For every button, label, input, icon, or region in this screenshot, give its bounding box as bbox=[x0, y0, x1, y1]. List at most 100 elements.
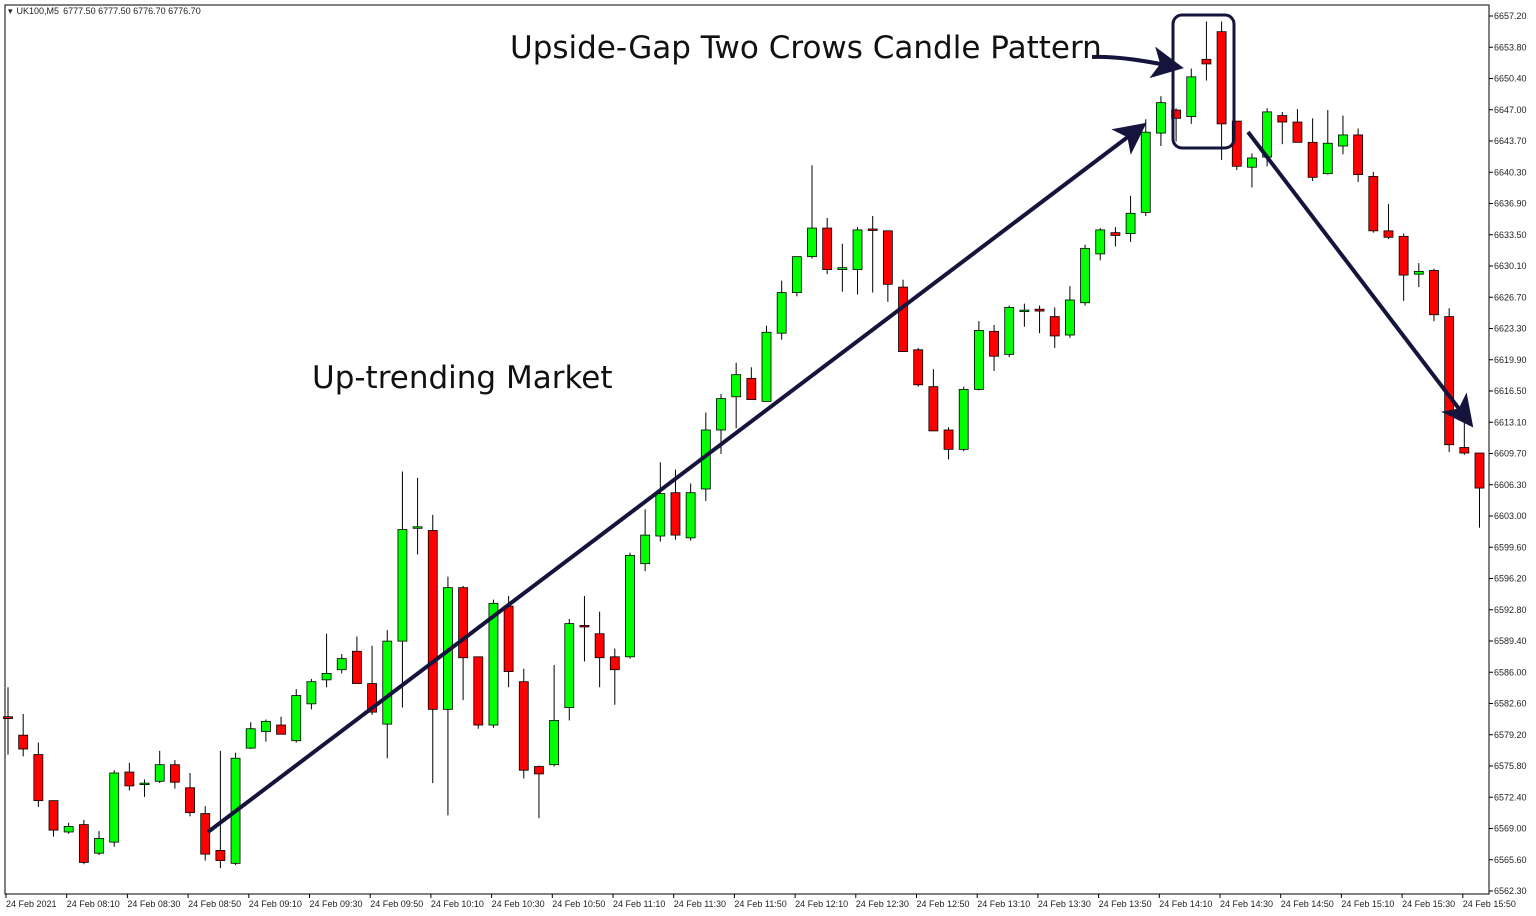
candle bbox=[291, 689, 302, 743]
bull-candle-body bbox=[94, 838, 104, 854]
candle bbox=[1019, 303, 1030, 327]
x-tick-label: 24 Feb 11:10 bbox=[613, 899, 665, 909]
candle bbox=[640, 509, 651, 572]
y-tick-label: 6640.30 bbox=[1494, 167, 1527, 177]
candle bbox=[139, 779, 150, 797]
bear-candle-body bbox=[1353, 134, 1364, 175]
bear-candle-body bbox=[1034, 308, 1045, 312]
candle bbox=[367, 645, 377, 715]
bear-candle-body bbox=[1398, 235, 1409, 276]
y-tick-label: 6623.30 bbox=[1494, 324, 1527, 334]
y-tick-label: 6643.70 bbox=[1494, 136, 1527, 146]
candle bbox=[746, 367, 757, 400]
bull-candle-body bbox=[1413, 271, 1424, 275]
x-tick-label: 24 Feb 09:30 bbox=[310, 899, 363, 909]
bull-candle-body bbox=[139, 782, 150, 786]
x-tick-label: 24 Feb 12:10 bbox=[795, 899, 848, 909]
candle bbox=[625, 552, 635, 659]
candle bbox=[1322, 110, 1333, 175]
downtrend-arrow bbox=[1246, 130, 1474, 428]
x-tick-label: 24 Feb 11:50 bbox=[734, 899, 786, 909]
candle bbox=[427, 514, 438, 784]
bull-candle-body bbox=[1125, 212, 1136, 234]
candle bbox=[776, 280, 787, 340]
candle bbox=[1049, 307, 1060, 348]
x-tick-label: 24 Feb 14:10 bbox=[1159, 899, 1212, 909]
bull-candle-body bbox=[154, 764, 165, 782]
candle bbox=[1292, 109, 1303, 143]
bear-candle-body bbox=[1216, 31, 1227, 125]
x-tick-label: 24 Feb 08:10 bbox=[67, 899, 120, 909]
candle bbox=[731, 362, 742, 429]
bear-candle-body bbox=[1459, 447, 1470, 454]
candle bbox=[185, 772, 195, 817]
candle bbox=[169, 760, 180, 789]
y-tick-label: 6653.80 bbox=[1494, 42, 1527, 52]
y-tick-label: 6582.60 bbox=[1494, 699, 1527, 709]
candle bbox=[94, 831, 104, 856]
candle bbox=[1277, 111, 1288, 145]
bull-candle-body bbox=[625, 554, 635, 658]
candle bbox=[412, 477, 423, 555]
bull-candle-body bbox=[1140, 131, 1151, 213]
y-tick-label: 6579.20 bbox=[1494, 730, 1527, 740]
bull-candle-body bbox=[1186, 76, 1197, 117]
bull-candle-body bbox=[397, 529, 408, 642]
candle bbox=[1338, 115, 1348, 155]
candle bbox=[1429, 268, 1439, 322]
bull-candle-body bbox=[716, 398, 726, 431]
candle bbox=[1459, 418, 1470, 455]
candle bbox=[276, 716, 286, 735]
bear-candle-body bbox=[503, 605, 514, 672]
bull-candle-body bbox=[549, 720, 560, 766]
y-tick-label: 6572.40 bbox=[1494, 792, 1527, 802]
bear-candle-body bbox=[215, 850, 226, 861]
y-tick-label: 6575.80 bbox=[1494, 761, 1527, 771]
candle bbox=[352, 636, 362, 684]
candle bbox=[1398, 233, 1409, 301]
candle bbox=[260, 719, 271, 742]
bear-candle-body bbox=[943, 429, 954, 450]
bull-candle-body bbox=[685, 492, 696, 539]
bull-candle-body bbox=[488, 602, 499, 726]
candle bbox=[761, 325, 772, 402]
plot-area-border bbox=[4, 4, 1490, 895]
candle bbox=[1140, 119, 1151, 217]
candle bbox=[1034, 305, 1045, 334]
bear-candle-body bbox=[18, 734, 29, 750]
bull-candle-body bbox=[109, 772, 120, 843]
x-axis: 24 Feb 2021 24 Feb 08:10 24 Feb 08:30 24 Fe… bbox=[5, 894, 1516, 909]
bear-candle-body bbox=[33, 754, 44, 802]
trend-annotation: Up-trending Market bbox=[312, 360, 613, 396]
candle bbox=[1065, 286, 1075, 338]
candle bbox=[579, 595, 590, 662]
bear-candle-body bbox=[1307, 141, 1318, 178]
dropdown-triangle-icon[interactable]: ▾ bbox=[8, 6, 13, 16]
x-tick-label: 24 Feb 10:50 bbox=[552, 899, 605, 909]
y-tick-label: 6647.00 bbox=[1494, 105, 1527, 115]
candle bbox=[564, 619, 575, 721]
bull-candle-body bbox=[1156, 102, 1166, 134]
candle bbox=[33, 742, 44, 808]
bear-candle-body bbox=[3, 716, 13, 719]
bear-candle-body bbox=[898, 286, 908, 353]
bear-candle-body bbox=[427, 530, 438, 710]
y-tick-label: 6619.90 bbox=[1494, 355, 1527, 365]
x-tick-label: 24 Feb 14:50 bbox=[1281, 899, 1334, 909]
candle bbox=[3, 687, 13, 755]
bull-candle-body bbox=[1322, 142, 1333, 175]
bear-candle-body bbox=[1292, 121, 1303, 143]
candle bbox=[1413, 263, 1424, 288]
y-tick-label: 6603.00 bbox=[1494, 511, 1527, 521]
x-tick-label: 24 Feb 09:50 bbox=[370, 899, 423, 909]
bear-candle-body bbox=[1049, 316, 1060, 337]
candle bbox=[397, 471, 408, 708]
x-tick-label: 24 Feb 14:30 bbox=[1220, 899, 1273, 909]
y-tick-label: 6630.10 bbox=[1494, 261, 1527, 271]
bull-candle-body bbox=[837, 267, 848, 270]
ohlc-values: 6777.50 6777.50 6776.70 6776.70 bbox=[63, 6, 201, 16]
y-tick-label: 6586.00 bbox=[1494, 667, 1527, 677]
candle bbox=[534, 765, 544, 819]
bull-candle-body bbox=[336, 658, 347, 671]
